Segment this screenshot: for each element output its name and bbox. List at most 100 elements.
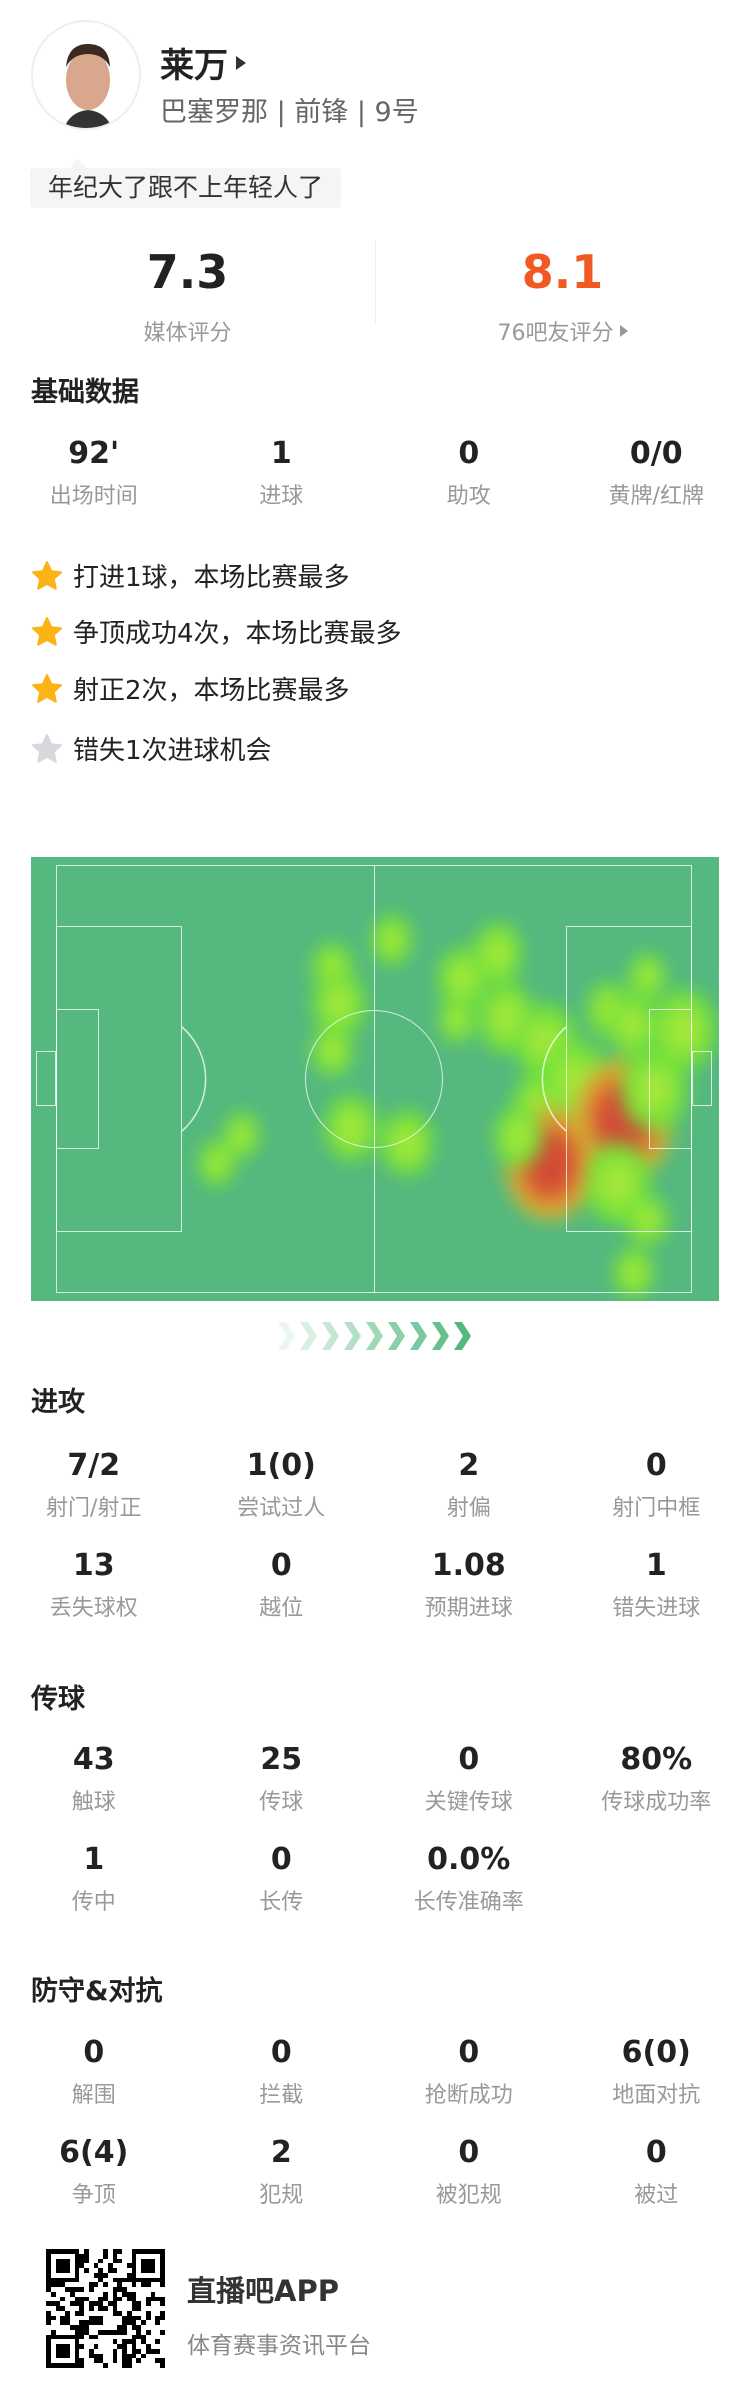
stat-passing: 0 关键传球 — [375, 1742, 563, 1816]
section-title-passing: 传球 — [31, 1684, 85, 1715]
heat-spot — [438, 996, 476, 1044]
stat-value: 0 — [270, 1842, 292, 1877]
chevron-right-icon — [432, 1322, 449, 1350]
stat-passing: 1 传中 — [0, 1842, 188, 1916]
player-name: 莱万 — [160, 46, 228, 86]
stat-attack: 1(0) 尝试过人 — [188, 1448, 376, 1522]
app-tagline: 体育赛事资讯平台 — [187, 2333, 371, 2359]
penalty-arcs — [181, 1026, 567, 1132]
caret-right-icon — [236, 55, 246, 70]
heat-spot — [626, 1194, 669, 1247]
stat-value: 1 — [270, 436, 292, 471]
stat-label: 关键传球 — [424, 1790, 513, 1815]
stat-label: 出场时间 — [49, 484, 138, 509]
app-name: 直播吧APP — [187, 2274, 339, 2308]
chevron-right-icon — [366, 1322, 383, 1350]
stat-value: 0 — [83, 2035, 105, 2070]
heat-spot — [493, 1105, 544, 1168]
chevron-right-icon — [322, 1322, 339, 1350]
fan-rating[interactable]: 8.1 76吧友评分 — [375, 247, 750, 347]
highlight-item: 错失1次进球机会 — [31, 730, 272, 767]
heat-spot — [612, 1247, 655, 1300]
heat-spot — [370, 913, 413, 966]
stat-attack: 1.08 预期进球 — [375, 1548, 563, 1622]
stat-label: 犯规 — [259, 2183, 304, 2208]
heat-spot — [473, 922, 524, 985]
stat-label: 错失进球 — [612, 1596, 701, 1621]
stat-value: 0.0% — [427, 1842, 511, 1877]
highlight-text: 错失1次进球机会 — [73, 736, 272, 766]
chevron-right-icon — [410, 1322, 427, 1350]
stat-attack: 2 射偏 — [375, 1448, 563, 1522]
stat-label: 传球 — [259, 1790, 304, 1815]
stat-label: 丢失球权 — [49, 1596, 138, 1621]
stat-label: 传球成功率 — [601, 1790, 712, 1815]
stat-attack: 1 错失进球 — [563, 1548, 750, 1622]
stat-label: 射门中框 — [612, 1496, 701, 1521]
stat-value: 0 — [645, 1448, 667, 1483]
stat-label: 尝试过人 — [237, 1496, 326, 1521]
passing-stats: 43 触球 25 传球 0 关键传球 80% 传球成功率 1 传中 0 长传 0.0% 长传准确率 — [0, 1742, 750, 1916]
highlight-item: 打进1球，本场比赛最多 — [31, 557, 350, 594]
star-icon — [32, 560, 62, 590]
stat-defense: 0 被过 — [563, 2135, 750, 2209]
fan-rating-value: 8.1 — [521, 245, 604, 299]
stat-passing: 0.0% 长传准确率 — [375, 1842, 563, 1916]
stat-attack: 7/2 射门/射正 — [0, 1448, 188, 1522]
stat-value: 7/2 — [67, 1448, 121, 1483]
highlight-item: 射正2次，本场比赛最多 — [31, 670, 350, 707]
stat-label: 被犯规 — [435, 2183, 502, 2208]
stat-label: 长传 — [259, 1890, 304, 1915]
stat-value: 1(0) — [246, 1448, 316, 1483]
position: 前锋 — [294, 97, 349, 128]
stat-value: 0 — [645, 2135, 667, 2170]
stat-defense: 6(0) 地面对抗 — [563, 2035, 750, 2109]
section-title-basic: 基础数据 — [31, 377, 139, 408]
stat-defense: 0 拦截 — [188, 2035, 376, 2109]
shirt-number: 9号 — [374, 97, 419, 128]
stat-value: 0 — [458, 2135, 480, 2170]
stat-value: 25 — [260, 1742, 303, 1777]
star-icon — [32, 616, 62, 646]
stat-label: 预期进球 — [424, 1596, 513, 1621]
attack-stats: 7/2 射门/射正 1(0) 尝试过人 2 射偏 0 射门中框 13 丢失球权 0 越位 1.08 预期进… — [0, 1448, 750, 1622]
stat-attack: 0 射门中框 — [563, 1448, 750, 1522]
player-photo — [33, 22, 139, 128]
stat-label: 助攻 — [446, 484, 491, 509]
highlight-text: 打进1球，本场比赛最多 — [73, 563, 350, 593]
stat-value: 0/0 — [629, 436, 683, 471]
heat-spot — [621, 1048, 688, 1132]
right-goal-area — [649, 1009, 692, 1149]
stat-defense: 6(4) 争顶 — [0, 2135, 188, 2209]
stat-label: 触球 — [71, 1790, 116, 1815]
comment-bubble: 年纪大了跟不上年轻人了 — [30, 158, 342, 208]
stat-value: 80% — [620, 1742, 693, 1777]
media-rating-label: 媒体评分 — [143, 321, 232, 346]
stat-passing: 80% 传球成功率 — [563, 1742, 750, 1816]
section-title-defense: 防守&对抗 — [31, 1976, 163, 2007]
stat-label: 抢断成功 — [424, 2083, 513, 2108]
heat-spot — [628, 953, 667, 1000]
fan-rating-label: 76吧友评分 — [497, 321, 614, 346]
stat-label: 越位 — [259, 1596, 304, 1621]
center-circle — [305, 1010, 443, 1148]
highlight-item: 争顶成功4次，本场比赛最多 — [31, 613, 402, 650]
stat-label: 地面对抗 — [612, 2083, 701, 2108]
player-name-link[interactable]: 莱万 — [160, 38, 246, 87]
stat-label: 射偏 — [446, 1496, 491, 1521]
defense-stats: 0 解围 0 拦截 0 抢断成功 6(0) 地面对抗 6(4) 争顶 2 犯规 0 被犯规 0 被过 — [0, 2035, 750, 2209]
stat-attack: 13 丢失球权 — [0, 1548, 188, 1622]
chevron-right-icon — [278, 1322, 295, 1350]
stat-value: 1 — [645, 1548, 667, 1583]
stat-label: 进球 — [259, 484, 304, 509]
stat-defense: 0 被犯规 — [375, 2135, 563, 2209]
star-icon — [32, 673, 62, 703]
stat-value: 0 — [270, 1548, 292, 1583]
stat-label: 射门/射正 — [46, 1496, 142, 1521]
stat-label: 传中 — [71, 1890, 116, 1915]
stat-value: 1.08 — [431, 1548, 506, 1583]
stat-value: 6(0) — [621, 2035, 691, 2070]
stat-value: 0 — [458, 1742, 480, 1777]
highlight-text: 争顶成功4次，本场比赛最多 — [73, 619, 402, 649]
stat-value: 1 — [83, 1842, 105, 1877]
